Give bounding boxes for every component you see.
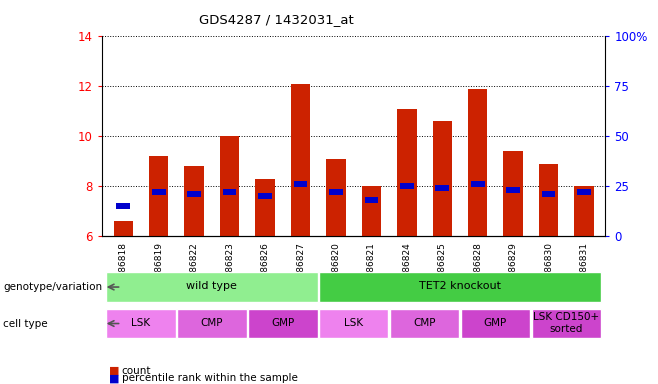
Bar — [461, 309, 530, 338]
Bar — [106, 309, 176, 338]
Text: LSK: LSK — [132, 318, 151, 328]
Text: percentile rank within the sample: percentile rank within the sample — [122, 373, 297, 383]
Bar — [248, 309, 318, 338]
Text: ■: ■ — [109, 366, 119, 376]
Bar — [532, 309, 601, 338]
Text: cell type: cell type — [3, 319, 48, 329]
Bar — [539, 164, 559, 236]
Bar — [293, 182, 307, 187]
Text: GMP: GMP — [484, 318, 507, 328]
Bar — [574, 186, 594, 236]
Bar — [223, 189, 236, 195]
Bar — [184, 166, 204, 236]
Bar — [177, 309, 247, 338]
Bar — [397, 109, 417, 236]
Text: ■: ■ — [109, 373, 119, 383]
Bar — [436, 185, 449, 191]
Bar — [326, 159, 345, 236]
Bar — [258, 194, 272, 199]
Text: GMP: GMP — [271, 318, 294, 328]
Bar — [319, 309, 388, 338]
Bar — [106, 272, 318, 302]
Bar — [188, 192, 201, 197]
Bar — [329, 189, 343, 195]
Bar — [365, 197, 378, 203]
Bar — [468, 89, 488, 236]
Bar — [390, 309, 459, 338]
Bar — [507, 187, 520, 193]
Text: TET2 knockout: TET2 knockout — [419, 281, 501, 291]
Bar — [577, 189, 591, 195]
Bar — [291, 84, 311, 236]
Text: LSK: LSK — [344, 318, 363, 328]
Bar — [503, 151, 523, 236]
Text: count: count — [122, 366, 151, 376]
Text: CMP: CMP — [413, 318, 436, 328]
Bar — [400, 184, 414, 189]
Bar — [542, 192, 555, 197]
Text: LSK CD150+
sorted: LSK CD150+ sorted — [533, 312, 599, 334]
Bar — [362, 186, 381, 236]
Text: GDS4287 / 1432031_at: GDS4287 / 1432031_at — [199, 13, 354, 26]
Bar — [432, 121, 452, 236]
Bar — [255, 179, 275, 236]
Bar — [220, 136, 240, 236]
Text: wild type: wild type — [186, 281, 238, 291]
Bar — [152, 189, 166, 195]
Bar — [471, 182, 484, 187]
Bar — [116, 204, 130, 209]
Bar — [114, 221, 133, 236]
Bar — [319, 272, 601, 302]
Text: genotype/variation: genotype/variation — [3, 282, 103, 292]
Text: CMP: CMP — [201, 318, 223, 328]
Bar — [149, 156, 168, 236]
